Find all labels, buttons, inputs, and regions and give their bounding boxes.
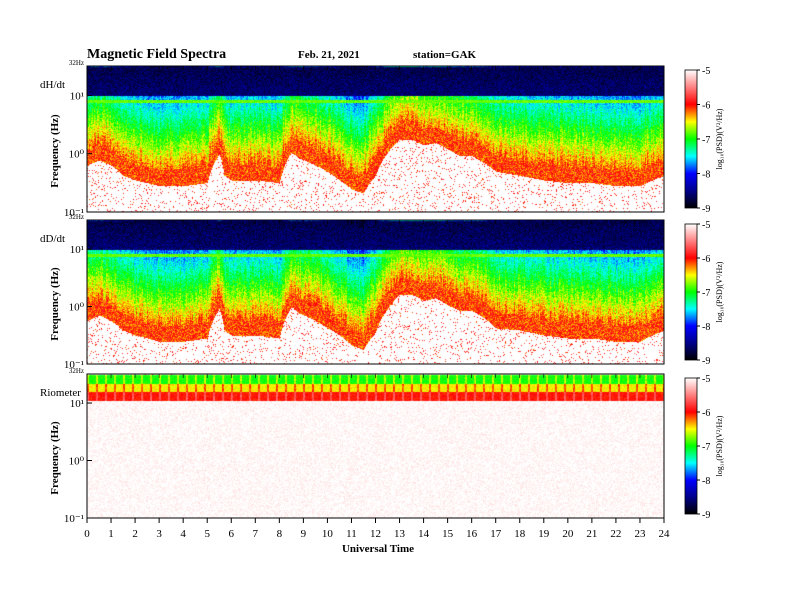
y-tick-label-1-2: 10⁻¹ [64,359,84,371]
figure-title: Magnetic Field Spectra [87,47,226,62]
colorbar-tick-label-2-0: -5 [702,374,710,385]
x-axis-label: Universal Time [342,543,414,555]
panel-label-2: Riometer [40,387,81,399]
figure-date: Feb. 21, 2021 [298,49,360,61]
spectrogram-image-2 [87,374,664,518]
panel-label-1: dD/dt [40,233,65,245]
colorbar-label-0: log₁₀(PSD)(V²/Hz) [715,108,724,169]
x-tick-label-10: 10 [322,528,334,540]
top-freq-label-0: 32Hz [69,59,84,67]
y-axis-label-2: Frequency (Hz) [49,421,61,495]
y-tick-label-2-1: 10⁰ [69,456,85,468]
y-tick-label-0-1: 10⁰ [69,149,85,161]
y-tick-label-0-2: 10⁻¹ [64,207,84,219]
colorbar-tick-label-0-4: -9 [702,204,710,215]
colorbar-1 [684,223,698,361]
colorbar-tick-label-1-3: -8 [702,322,710,333]
colorbar-tick-label-2-2: -7 [702,442,710,453]
colorbar-label-1: log₁₀(PSD)(V²/Hz) [715,261,724,322]
x-tick-label-3: 3 [156,528,162,540]
colorbar-tick-label-0-1: -6 [702,101,710,112]
colorbar-tick-label-2-4: -9 [702,510,710,521]
colorbar-tick-label-1-0: -5 [702,220,710,231]
x-tick-label-5: 5 [204,528,210,540]
colorbar-2 [684,377,698,515]
spectrogram-panel-1: 32Hz dD/dt 10¹ 10⁰ 10⁻¹ Frequency (Hz) -5 -6 -7 -… [40,213,724,371]
y-tick-label-0-0: 10¹ [70,90,84,102]
colorbar-tick-label-0-0: -5 [702,66,710,77]
x-tick-label-15: 15 [442,528,454,540]
x-tick-label-0: 0 [84,528,90,540]
colorbar-tick-label-2-1: -6 [702,408,710,419]
x-tick-label-14: 14 [418,528,430,540]
top-freq-label-2: 32Hz [69,367,84,375]
colorbar-0 [684,69,698,209]
colorbar-tick-label-0-3: -8 [702,170,710,181]
figure-station: station=GAK [413,49,477,61]
x-tick-label-4: 4 [180,528,186,540]
x-tick-label-20: 20 [562,528,574,540]
x-tick-label-11: 11 [346,528,357,540]
x-tick-label-8: 8 [277,528,283,540]
spectrogram-panel-0: 32Hz dH/dt 10¹ 10⁰ 10⁻¹ Frequency (Hz) -5 -6 -7 -… [40,59,724,219]
x-tick-label-16: 16 [466,528,478,540]
y-tick-label-1-1: 10⁰ [69,302,85,314]
y-tick-label-1-0: 10¹ [70,244,84,256]
colorbar-tick-label-2-3: -8 [702,476,710,487]
x-tick-label-12: 12 [370,528,381,540]
colorbar-tick-label-1-1: -6 [702,254,710,265]
x-axis-ticks: 0 1 2 3 4 5 6 7 8 9 10 11 12 13 14 15 16 17 18 19 20 21 22 23 24 [84,518,670,540]
y-tick-label-2-2: 10⁻¹ [64,513,84,525]
colorbar-tick-label-0-2: -7 [702,135,710,146]
x-tick-label-13: 13 [394,528,406,540]
y-tick-label-2-0: 10¹ [70,398,84,410]
y-axis-label-1: Frequency (Hz) [49,267,61,341]
spectrogram-image-1 [87,220,664,364]
x-tick-label-24: 24 [659,528,671,540]
x-tick-label-6: 6 [229,528,235,540]
x-tick-label-22: 22 [610,528,621,540]
panel-label-0: dH/dt [40,79,65,91]
colorbar-tick-label-1-2: -7 [702,288,710,299]
colorbar-label-2: log₁₀(PSD)(V²/Hz) [715,415,724,476]
x-tick-label-2: 2 [132,528,138,540]
x-tick-label-19: 19 [538,528,550,540]
x-tick-label-18: 18 [514,528,526,540]
top-freq-label-1: 32Hz [69,213,84,221]
x-tick-label-23: 23 [634,528,646,540]
x-tick-label-7: 7 [253,528,259,540]
colorbar-tick-label-1-4: -9 [702,356,710,367]
x-tick-label-17: 17 [490,528,502,540]
y-axis-label-0: Frequency (Hz) [49,114,61,188]
x-tick-label-1: 1 [108,528,114,540]
x-tick-label-21: 21 [586,528,597,540]
x-tick-label-9: 9 [301,528,307,540]
spectrogram-image-0 [87,66,664,212]
